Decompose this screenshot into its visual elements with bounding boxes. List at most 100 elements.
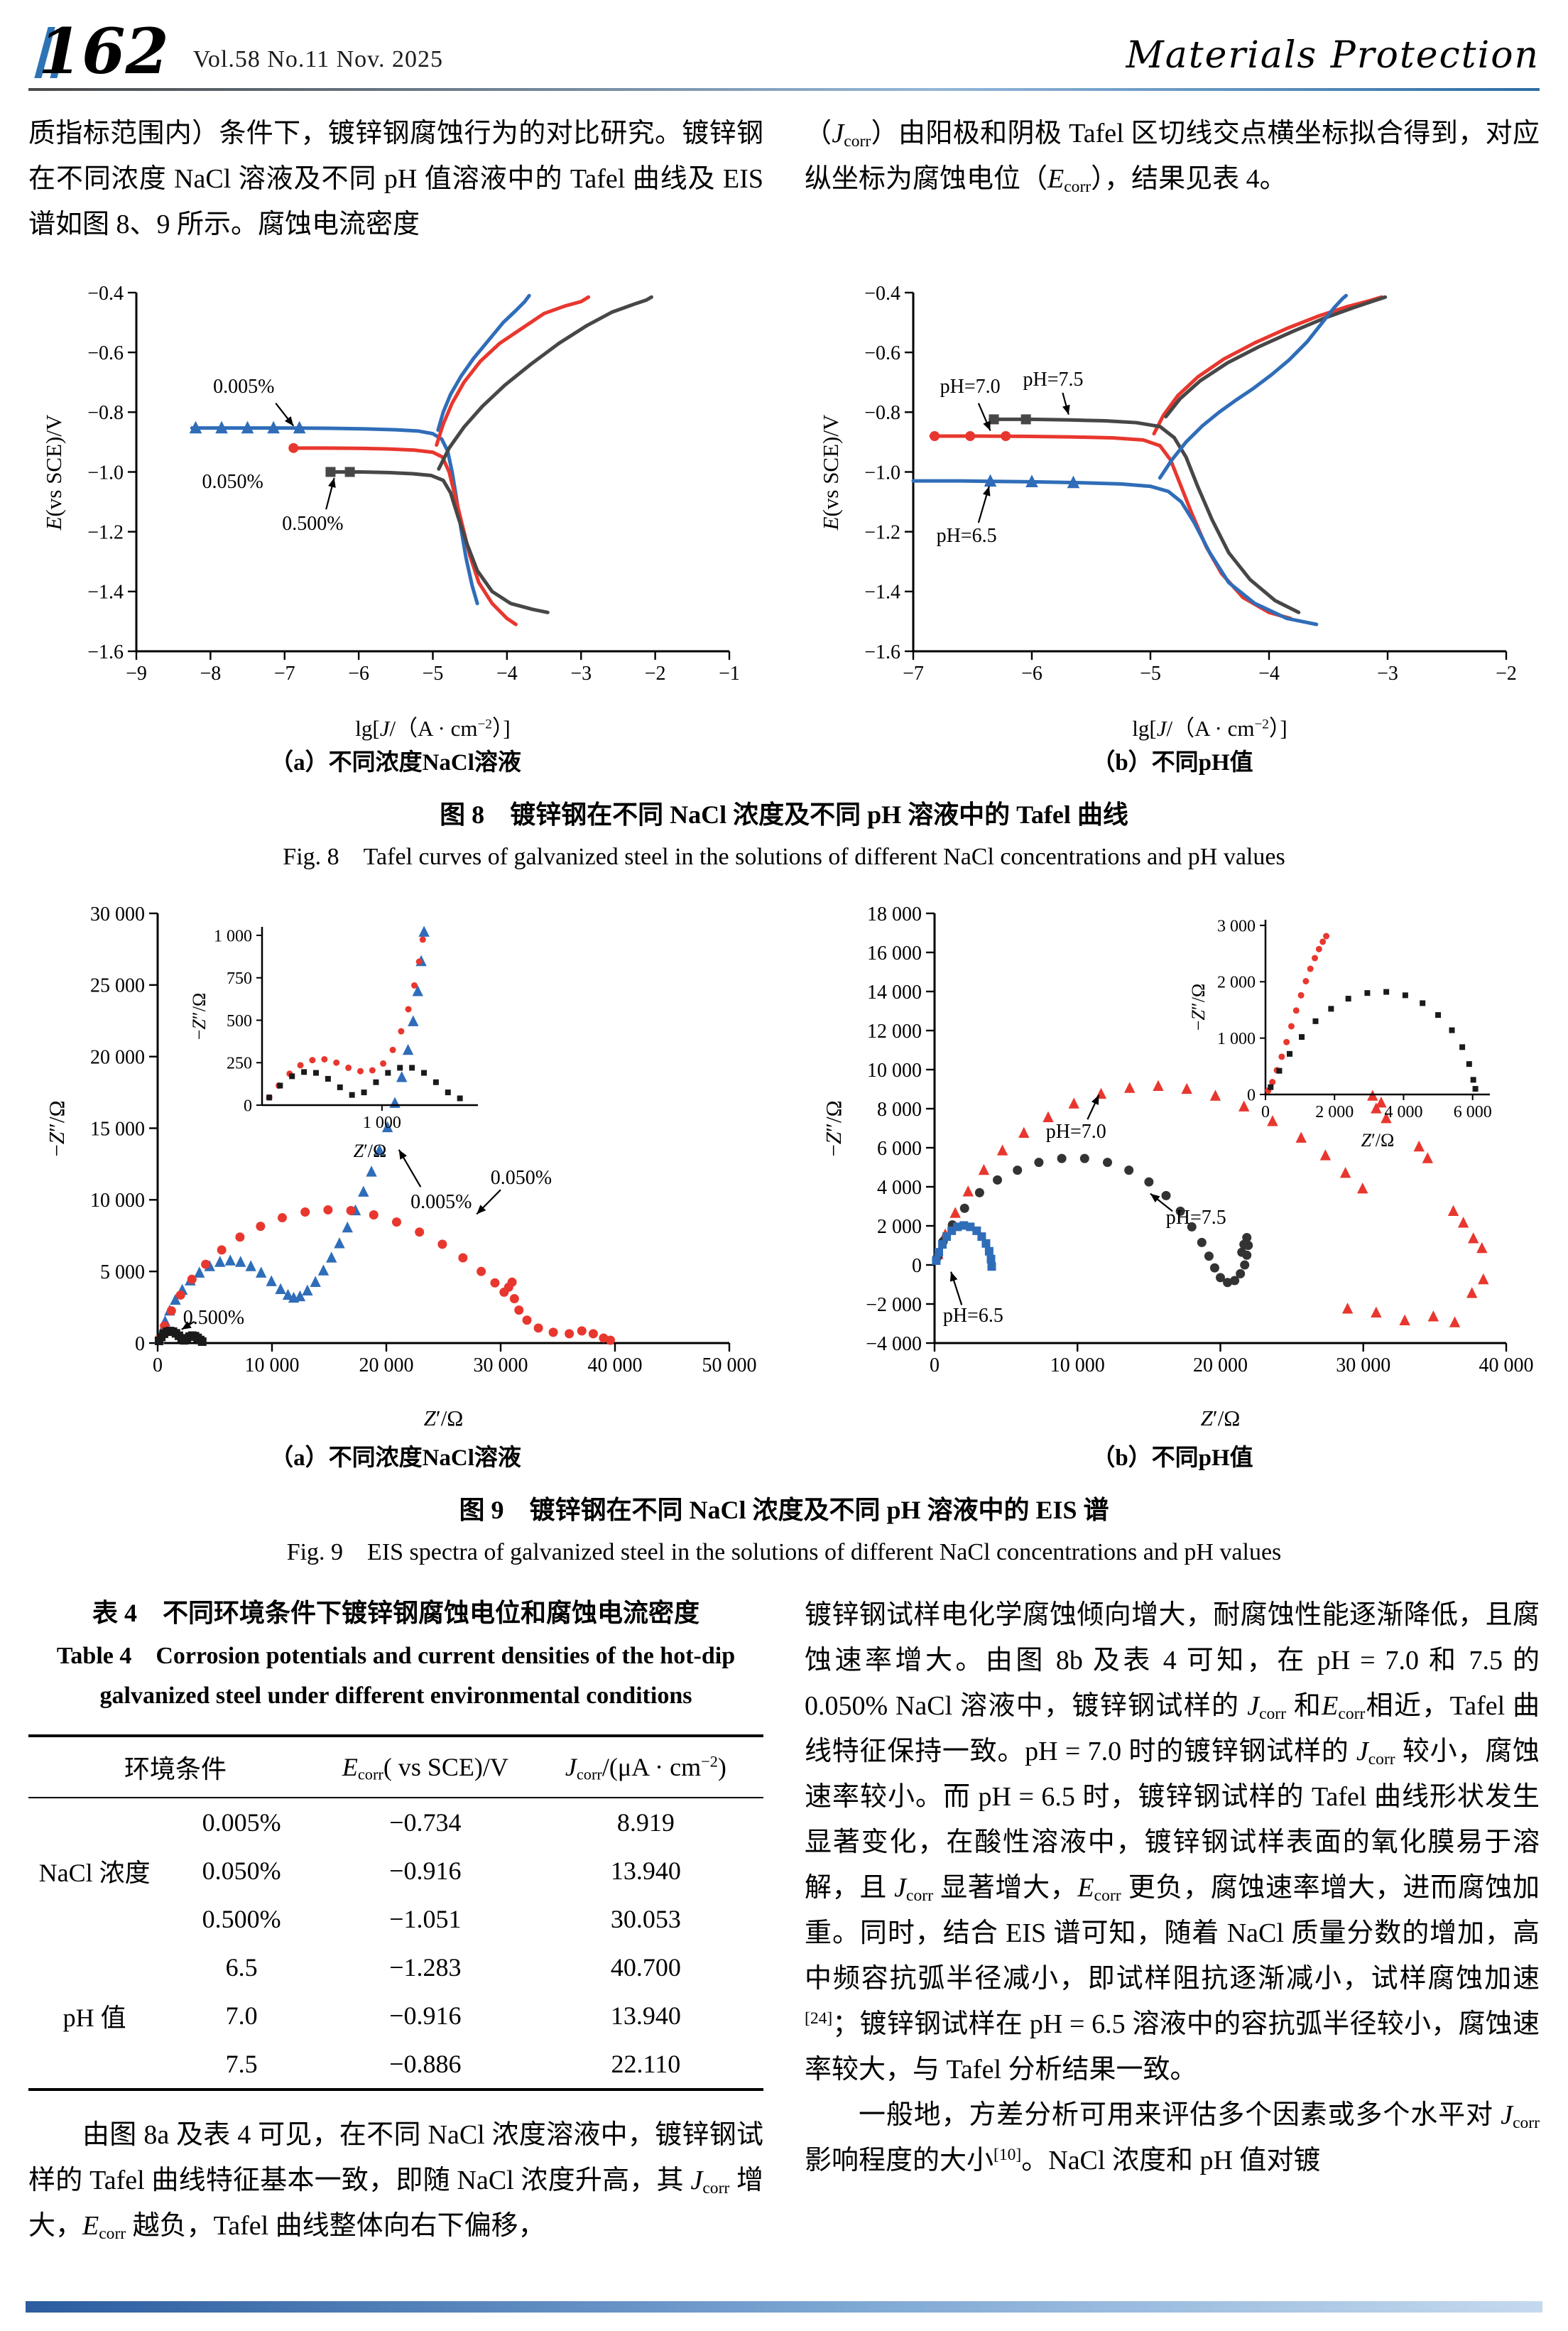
svg-text:12 000: 12 000	[867, 1021, 922, 1043]
col-env-header: 环境条件	[28, 1736, 322, 1798]
intro-section: 质指标范围内）条件下，镀锌钢腐蚀行为的对比研究。镀锌钢在不同浓度 NaCl 溶液…	[28, 111, 1540, 247]
figure-9-caption-zh: 图 9 镀锌钢在不同 NaCl 浓度及不同 pH 溶液中的 EIS 谱	[459, 1496, 1109, 1524]
chart-annotation: 0.500%	[183, 1306, 245, 1329]
svg-text:−9: −9	[126, 663, 147, 685]
x-axis-label: Z′/Ω	[1361, 1130, 1395, 1151]
col-jcorr-header: Jcorr/(μA · cm−2)	[528, 1736, 763, 1798]
x-axis-label: Z′/Ω	[1200, 1406, 1241, 1430]
cell-jcorr: 40.700	[610, 1953, 681, 1982]
body-left-paragraph: 由图 8a 及表 4 可见，在不同 NaCl 浓度溶液中，镀锌钢试样的 Tafe…	[28, 2120, 763, 2243]
svg-text:2 000: 2 000	[877, 1216, 922, 1238]
cell-ecorr: −0.916	[389, 1857, 462, 1885]
chart-annotation: pH=7.0	[1045, 1121, 1106, 1143]
table-4: 环境条件 Ecorr( vs SCE)/V Jcorr/(μA · cm−2) …	[28, 1734, 763, 2091]
figure-9-caption: 图 9 镀锌钢在不同 NaCl 浓度及不同 pH 溶液中的 EIS 谱 Fig.…	[28, 1489, 1540, 1567]
svg-text:6 000: 6 000	[877, 1138, 922, 1160]
svg-text:18 000: 18 000	[867, 903, 922, 925]
figure-8a-subcaption: （a）不同浓度NaCl溶液	[270, 750, 521, 776]
fig9b-inset: 0 2 000 4 000 6 000 0 1 000 2 000 3 000 Z′/Ω −Z″/…	[1182, 908, 1501, 1151]
svg-text:0: 0	[135, 1333, 145, 1355]
chart-annotation: 0.005%	[213, 375, 275, 398]
svg-text:4 000: 4 000	[877, 1177, 922, 1199]
svg-text:−1.0: −1.0	[864, 462, 900, 484]
svg-text:0: 0	[930, 1354, 940, 1376]
svg-text:−1.4: −1.4	[864, 582, 900, 604]
svg-text:−1.6: −1.6	[864, 641, 900, 663]
fig9b-inset-canvas: 0 2 000 4 000 6 000 0 1 000 2 000 3 000	[1217, 917, 1492, 1121]
svg-text:−2: −2	[1496, 663, 1517, 685]
svg-text:−8: −8	[200, 663, 221, 685]
group-nacl-label: NaCl 浓度	[38, 1859, 151, 1887]
footer-bar	[26, 2301, 1542, 2313]
body-right-paragraph-1: 镀锌钢试样电化学腐蚀倾向增大，耐腐蚀性能逐渐降低，且腐蚀速率增大。由图 8b 及…	[805, 1600, 1540, 2085]
page-header: 162 Vol.58 No.11 Nov. 2025 Materials Pro…	[28, 20, 1540, 82]
svg-text:10 000: 10 000	[867, 1060, 922, 1082]
svg-text:500: 500	[227, 1012, 252, 1031]
svg-text:10 000: 10 000	[1050, 1354, 1105, 1376]
figure-9-caption-en: Fig. 9 EIS spectra of galvanized steel i…	[286, 1539, 1282, 1565]
x-axis-label: lg[J/（A · cm−2）]	[1132, 716, 1287, 741]
fig8b-tafel-chart: −7 −6 −5 −4 −3 −2 −1.6 −1.4 −1.2 −1.0 −0.8 −0.6 −0.4…	[807, 271, 1538, 741]
cell-jcorr: 30.053	[610, 1905, 681, 1933]
cell-jcorr: 13.940	[610, 1857, 681, 1885]
svg-text:40 000: 40 000	[1479, 1354, 1534, 1376]
svg-text:−1.0: −1.0	[87, 462, 124, 484]
chart-annotation: 0.500%	[282, 513, 344, 536]
svg-text:1 000: 1 000	[1217, 1030, 1256, 1048]
x-axis-label: Z′/Ω	[423, 1406, 464, 1430]
svg-text:−1.2: −1.2	[87, 521, 124, 543]
svg-text:−2 000: −2 000	[866, 1294, 922, 1316]
bottom-section: 表 4 不同环境条件下镀锌钢腐蚀电位和腐蚀电流密度 Table 4 Corros…	[28, 1592, 1540, 2249]
svg-text:−1: −1	[719, 663, 740, 685]
figure-9b-subcaption: （b）不同pH值	[1091, 1445, 1253, 1471]
svg-text:10 000: 10 000	[245, 1354, 300, 1376]
svg-text:−0.4: −0.4	[864, 283, 900, 305]
svg-text:−7: −7	[274, 663, 295, 685]
table-row: NaCl 浓度 0.005% −0.734 8.919	[28, 1798, 763, 1887]
svg-text:−0.8: −0.8	[864, 402, 900, 424]
x-axis-label: Z′/Ω	[353, 1141, 387, 1161]
cell-env: 6.5	[225, 1953, 258, 1982]
table-header-row: 环境条件 Ecorr( vs SCE)/V Jcorr/(μA · cm−2)	[28, 1736, 763, 1798]
table-row: 7.5 −0.886 22.110	[28, 2040, 763, 2090]
chart-annotation: pH=7.5	[1165, 1207, 1226, 1229]
svg-text:3 000: 3 000	[1217, 917, 1256, 935]
y-axis-label: E(vs SCE)/V	[818, 414, 843, 530]
svg-text:−0.6: −0.6	[87, 342, 124, 364]
svg-text:16 000: 16 000	[867, 942, 922, 965]
intro-right-paragraph: （Jcorr）由阳极和阴极 Tafel 区切线交点横坐标拟合得到，对应纵坐标为腐…	[805, 119, 1540, 196]
table-row: 0.050% −0.916 13.940	[28, 1847, 763, 1895]
volume-issue: Vol.58 No.11 Nov. 2025	[192, 46, 443, 72]
figure-9b: 0 10 000 20 000 30 000 40 000 −4 000 −2 000 0 2 …	[807, 896, 1538, 1472]
figure-8-caption: 图 8 镀锌钢在不同 NaCl 浓度及不同 pH 溶液中的 Tafel 曲线 F…	[28, 794, 1540, 871]
cell-env: 0.500%	[202, 1905, 281, 1933]
intro-left-paragraph: 质指标范围内）条件下，镀锌钢腐蚀行为的对比研究。镀锌钢在不同浓度 NaCl 溶液…	[28, 119, 763, 239]
cell-ecorr: −1.283	[389, 1953, 462, 1982]
figure-9a-subcaption: （a）不同浓度NaCl溶液	[270, 1445, 521, 1471]
chart-annotation: pH=7.0	[940, 375, 1001, 398]
svg-text:−1.4: −1.4	[87, 582, 124, 604]
figure-8b-subcaption: （b）不同pH值	[1091, 750, 1253, 776]
cell-ecorr: −0.734	[389, 1808, 462, 1837]
svg-text:20 000: 20 000	[359, 1354, 414, 1376]
fig9a-inset: 1 000 0 250 500 750 1 000 Z′/Ω −Z″/Ω	[183, 915, 488, 1161]
chart-annotation: pH=6.5	[942, 1304, 1003, 1327]
figure-8b: −7 −6 −5 −4 −3 −2 −1.6 −1.4 −1.2 −1.0 −0.8 −0.6 −0.4…	[807, 271, 1538, 777]
svg-text:−4: −4	[496, 663, 518, 685]
svg-text:−0.6: −0.6	[864, 342, 900, 364]
svg-text:−3: −3	[1377, 663, 1398, 685]
header-left: 162 Vol.58 No.11 Nov. 2025	[28, 20, 443, 82]
svg-text:2 000: 2 000	[1315, 1103, 1354, 1121]
cell-env: 0.005%	[202, 1808, 281, 1837]
svg-text:−7: −7	[903, 663, 924, 685]
svg-text:30 000: 30 000	[1336, 1354, 1390, 1376]
fig9a-inset-canvas: 1 000 0 250 500 750 1 000	[214, 927, 478, 1132]
chart-annotation: pH=6.5	[936, 524, 997, 547]
svg-text:−5: −5	[423, 663, 444, 685]
svg-text:30 000: 30 000	[90, 903, 145, 925]
cell-env: 0.050%	[202, 1857, 281, 1885]
page-number: 162	[38, 14, 169, 88]
svg-text:−1.6: −1.6	[87, 641, 124, 663]
table-4-title-en: Table 4 Corrosion potentials and current…	[56, 1643, 736, 1709]
